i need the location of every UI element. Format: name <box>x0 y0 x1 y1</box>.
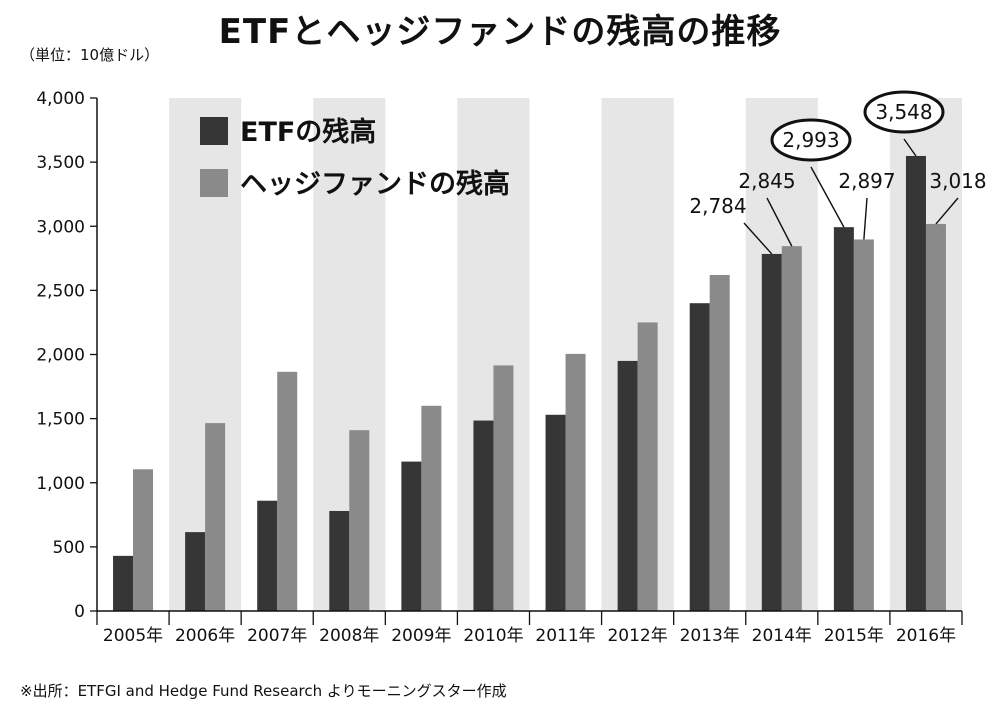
annotation-leader-line <box>863 197 868 240</box>
legend-label-etf: ETFの残高 <box>240 116 376 148</box>
value-label: 2,897 <box>838 169 895 193</box>
etf-bar <box>401 461 422 611</box>
value-label: 3,018 <box>929 169 986 193</box>
annotation-leader-line <box>903 138 917 157</box>
legend-swatch-etf <box>200 117 228 145</box>
hedge-fund-bar <box>709 274 730 611</box>
hedge-fund-bar <box>853 239 874 611</box>
hedge-fund-bar <box>205 423 226 611</box>
etf-bar <box>473 420 494 611</box>
annotation-highlight-circle <box>863 90 945 134</box>
source-note: ※出所：ETFGI and Hedge Fund Research よりモーニン… <box>20 682 507 700</box>
etf-bar <box>545 414 566 611</box>
etf-bar <box>761 253 782 611</box>
hedge-fund-bar <box>493 365 514 611</box>
etf-bar <box>185 532 206 611</box>
x-tick-label: 2010年 <box>463 626 523 646</box>
x-tick-label: 2009年 <box>391 626 451 646</box>
hedge-fund-bar <box>637 322 658 611</box>
x-tick-label: 2005年 <box>103 626 163 646</box>
y-tick-label: 2,000 <box>36 346 85 366</box>
x-tick-label: 2007年 <box>247 626 307 646</box>
etf-bar <box>257 500 278 611</box>
etf-bar <box>689 303 710 611</box>
y-tick-label: 1,000 <box>36 474 85 494</box>
etf-bar <box>113 555 134 611</box>
etf-bar <box>617 360 638 611</box>
x-tick-label: 2016年 <box>896 626 956 646</box>
etf-bar <box>833 227 854 611</box>
hedge-fund-bar <box>925 223 946 611</box>
y-tick-label: 3,000 <box>36 217 85 237</box>
y-tick-label: 1,500 <box>36 410 85 430</box>
value-label: 2,784 <box>689 194 746 218</box>
value-label: 2,845 <box>738 169 795 193</box>
hedge-fund-bar <box>133 469 154 611</box>
x-tick-label: 2011年 <box>535 626 595 646</box>
etf-bar <box>905 155 926 611</box>
hedge-fund-bar <box>781 246 802 611</box>
value-label: 3,548 <box>875 100 932 124</box>
y-tick-label: 3,500 <box>36 153 85 173</box>
value-label: 2,993 <box>782 128 839 152</box>
etf-bar <box>329 510 350 611</box>
annotation-leader-line <box>935 197 959 225</box>
x-tick-label: 2013年 <box>680 626 740 646</box>
chart-title: ETFとヘッジファンドの残高の推移 <box>218 12 782 52</box>
y-tick-label: 2,500 <box>36 281 85 301</box>
legend-swatch-hedge-fund <box>200 169 228 197</box>
x-tick-label: 2012年 <box>607 626 667 646</box>
annotation-leader-line <box>743 222 773 255</box>
legend-label-hedge-fund: ヘッジファンドの残高 <box>240 168 510 200</box>
unit-label: （単位：10億ドル） <box>20 46 160 64</box>
annotation-leader-line <box>766 197 793 247</box>
hedge-fund-bar <box>349 430 370 611</box>
y-tick-label: 500 <box>53 538 85 558</box>
hedge-fund-bar <box>421 405 442 611</box>
hedge-fund-bar <box>565 353 586 611</box>
hedge-fund-bar <box>277 371 298 611</box>
y-tick-label: 4,000 <box>36 89 85 109</box>
x-tick-label: 2014年 <box>752 626 812 646</box>
x-tick-label: 2008年 <box>319 626 379 646</box>
x-tick-label: 2015年 <box>824 626 884 646</box>
annotation-leader-line <box>810 166 845 228</box>
annotation-highlight-circle <box>770 118 852 162</box>
y-tick-label: 0 <box>74 602 85 622</box>
x-tick-label: 2006年 <box>175 626 235 646</box>
